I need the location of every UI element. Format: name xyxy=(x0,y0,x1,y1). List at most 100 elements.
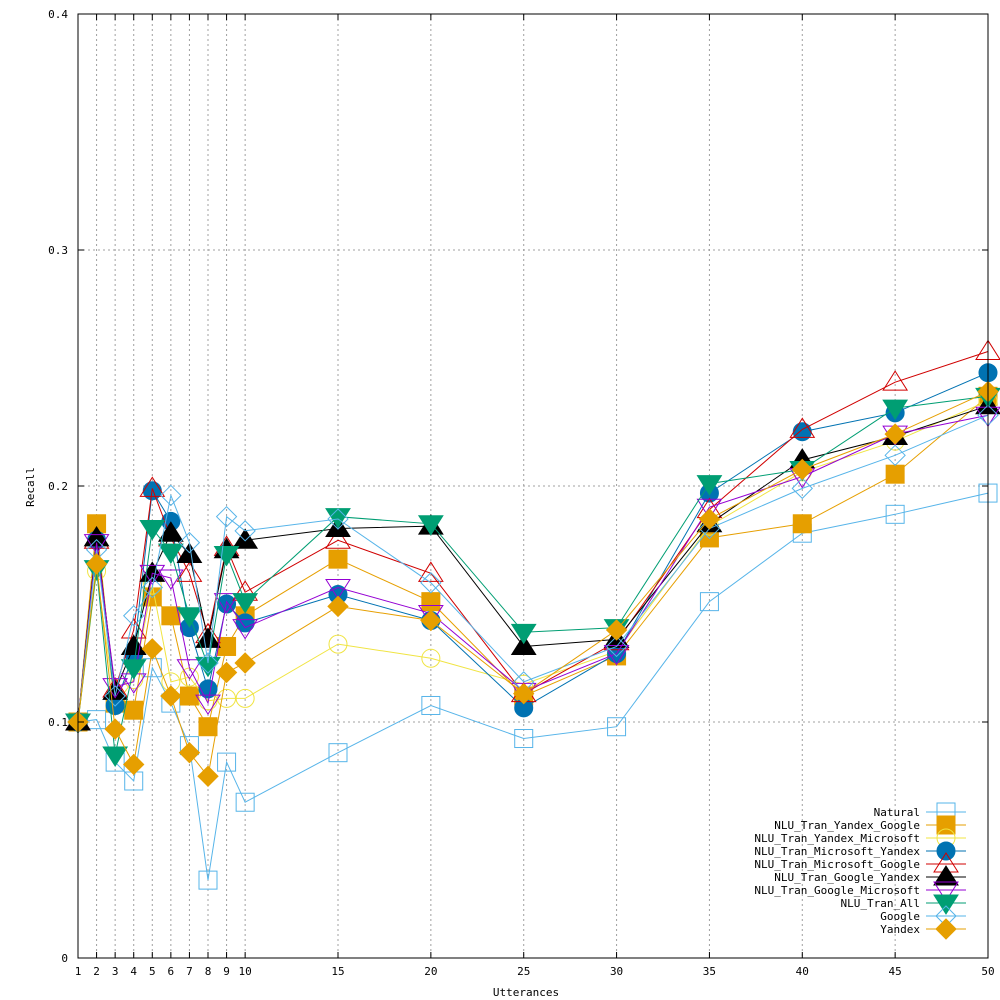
data-point xyxy=(325,578,351,600)
data-point xyxy=(699,592,719,612)
data-point xyxy=(179,686,199,706)
data-point xyxy=(791,477,813,500)
x-tick-label: 3 xyxy=(112,965,119,978)
data-point xyxy=(235,792,255,812)
data-point xyxy=(698,508,721,530)
data-point xyxy=(160,685,182,707)
data-point xyxy=(139,476,166,497)
data-point xyxy=(141,638,163,660)
data-point xyxy=(178,741,201,764)
data-point xyxy=(234,520,256,542)
data-point xyxy=(235,613,255,633)
data-point xyxy=(195,627,221,648)
legend-label: Natural xyxy=(874,806,920,819)
series-line xyxy=(77,395,989,729)
data-point xyxy=(327,595,349,618)
data-point xyxy=(792,514,812,534)
legend-label: NLU_Tran_Google_Yandex xyxy=(774,871,920,884)
data-point xyxy=(215,505,238,528)
legend-marker xyxy=(935,918,957,940)
legend-marker xyxy=(933,894,959,915)
data-point xyxy=(325,528,351,549)
legend-marker xyxy=(933,881,959,902)
legend-marker xyxy=(936,815,956,835)
data-point xyxy=(420,609,442,632)
legend-label: NLU_Tran_All xyxy=(841,897,920,910)
data-point xyxy=(157,569,184,590)
data-point xyxy=(328,743,348,763)
series-line xyxy=(77,405,989,723)
x-axis-label: Utterances xyxy=(493,986,559,999)
data-point xyxy=(327,508,349,530)
data-point xyxy=(417,515,444,536)
data-point xyxy=(139,519,166,541)
data-point xyxy=(420,572,442,594)
data-point xyxy=(217,752,237,772)
x-tick-label: 2 xyxy=(93,965,100,978)
legend-label: NLU_Tran_Microsoft_Yandex xyxy=(754,845,920,858)
series-google xyxy=(67,404,999,733)
x-tick-label: 9 xyxy=(223,965,230,978)
data-point xyxy=(161,606,181,626)
x-tick-label: 5 xyxy=(149,965,156,978)
data-point xyxy=(217,636,237,656)
series-line xyxy=(77,492,989,881)
data-point xyxy=(104,685,126,707)
x-tick-label: 15 xyxy=(331,965,344,978)
data-point xyxy=(235,688,255,708)
data-point xyxy=(123,753,145,776)
y-tick-label: 0.2 xyxy=(48,480,68,493)
x-tick-label: 45 xyxy=(889,965,902,978)
series-line xyxy=(77,414,989,723)
legend: NaturalNLU_Tran_Yandex_GoogleNLU_Tran_Ya… xyxy=(754,802,966,940)
data-point xyxy=(882,399,909,421)
data-point xyxy=(605,619,628,641)
legend-label: NLU_Tran_Yandex_Google xyxy=(774,819,920,832)
data-point xyxy=(176,607,203,628)
data-point xyxy=(696,475,723,496)
x-tick-label: 30 xyxy=(610,965,623,978)
data-point xyxy=(123,605,145,627)
data-point xyxy=(421,695,441,715)
data-point xyxy=(232,593,259,614)
data-point xyxy=(421,592,441,612)
y-tick-label: 0 xyxy=(61,952,68,965)
data-point xyxy=(417,604,444,626)
data-point xyxy=(120,659,147,680)
data-point xyxy=(605,635,628,658)
data-point xyxy=(87,710,107,730)
data-point xyxy=(198,870,218,890)
grid xyxy=(78,14,988,958)
data-point xyxy=(884,423,906,445)
data-point xyxy=(198,679,218,699)
y-axis-label: Recall xyxy=(24,467,37,507)
series-line xyxy=(77,395,989,756)
data-point xyxy=(83,534,110,555)
data-point xyxy=(885,504,905,524)
x-tick-label: 10 xyxy=(239,965,252,978)
legend-label: Yandex xyxy=(880,923,920,936)
data-point xyxy=(792,422,812,442)
data-point xyxy=(85,553,108,575)
data-point xyxy=(198,717,218,737)
data-point xyxy=(195,694,221,716)
data-point xyxy=(696,498,723,520)
series-line xyxy=(77,414,989,723)
legend-label: NLU_Tran_Yandex_Microsoft xyxy=(754,832,920,845)
data-point xyxy=(510,634,537,655)
data-point xyxy=(791,458,813,481)
data-point xyxy=(178,531,201,554)
data-point xyxy=(102,678,129,699)
data-point xyxy=(603,645,630,666)
legend-marker xyxy=(933,865,959,886)
legend-marker xyxy=(936,841,956,861)
x-tick-label: 40 xyxy=(796,965,809,978)
data-point xyxy=(176,659,203,680)
data-point xyxy=(328,549,348,569)
data-point xyxy=(698,517,721,540)
data-point xyxy=(510,623,537,645)
data-point xyxy=(417,561,444,582)
x-tick-label: 8 xyxy=(205,965,212,978)
